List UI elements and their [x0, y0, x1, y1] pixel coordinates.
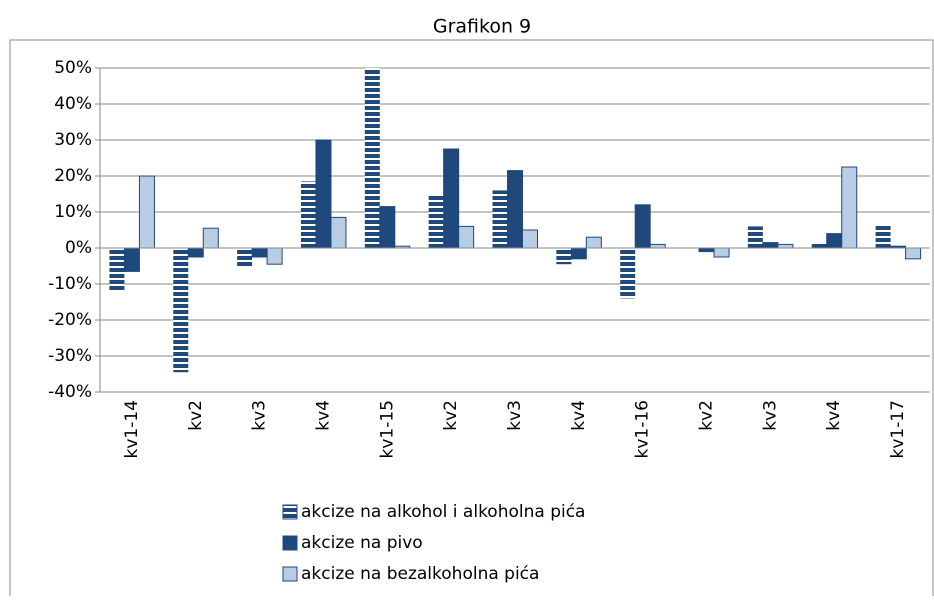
x-tick-label: kv3 — [760, 400, 780, 431]
bar — [109, 248, 125, 292]
x-tick-label: kv1-16 — [633, 400, 653, 459]
bar — [492, 190, 508, 248]
bar — [649, 243, 666, 249]
y-tick-label: -40% — [48, 382, 92, 402]
bar — [202, 227, 219, 249]
bar — [570, 247, 587, 260]
x-tick-label: kv2 — [186, 400, 206, 431]
x-tick-label: kv3 — [505, 400, 525, 431]
legend-label: akcize na pivo — [301, 533, 423, 553]
bar — [556, 248, 572, 265]
y-tick-label: 0% — [65, 238, 92, 258]
legend-label: akcize na bezalkoholna pića — [301, 564, 539, 584]
bar — [458, 225, 475, 249]
x-tick-label: kv4 — [313, 400, 333, 431]
bar — [875, 224, 891, 248]
y-tick-label: -20% — [48, 310, 92, 330]
y-tick-label: -30% — [48, 346, 92, 366]
x-tick-label: kv1-15 — [377, 400, 397, 459]
x-tick-label: kv2 — [441, 400, 461, 431]
y-tick-label: -10% — [48, 274, 92, 294]
bar — [428, 194, 444, 248]
legend-swatch — [282, 504, 298, 520]
bar — [747, 226, 763, 248]
bar — [522, 229, 538, 249]
bar — [698, 247, 715, 253]
bar — [123, 247, 140, 272]
bar — [300, 181, 316, 248]
bar — [187, 247, 204, 258]
bar — [379, 206, 396, 249]
bar — [585, 236, 602, 249]
bar — [762, 242, 779, 249]
legend-label: akcize na alkohol i alkoholna pića — [301, 502, 585, 522]
bar — [905, 247, 922, 260]
bar — [364, 68, 380, 248]
bar — [330, 216, 347, 249]
bar — [266, 247, 283, 265]
bar — [684, 248, 700, 250]
bar — [777, 243, 794, 249]
bar — [237, 248, 253, 268]
y-tick-label: 30% — [54, 130, 92, 150]
x-tick-label: kv1-14 — [122, 400, 142, 459]
bar — [841, 166, 858, 249]
x-tick-label: kv4 — [569, 400, 589, 431]
bar — [315, 139, 332, 249]
y-tick-label: 10% — [54, 202, 92, 222]
bar — [173, 248, 189, 373]
y-tick-label: 50% — [54, 58, 92, 78]
x-tick-label: kv4 — [824, 400, 844, 431]
x-tick-label: kv3 — [250, 400, 270, 431]
legend-swatch — [282, 535, 298, 551]
x-tick-label: kv1-17 — [888, 400, 908, 459]
bar — [620, 248, 636, 299]
y-tick-label: 20% — [54, 166, 92, 186]
bar — [251, 247, 268, 258]
y-tick-label: 40% — [54, 94, 92, 114]
bar — [138, 175, 155, 249]
bar — [443, 148, 460, 249]
bar — [634, 204, 651, 249]
bar — [811, 242, 827, 248]
x-tick-label: kv2 — [697, 400, 717, 431]
bar — [826, 233, 843, 249]
legend-swatch — [282, 566, 298, 582]
bar — [713, 247, 730, 258]
bar — [507, 170, 523, 249]
chart-title: Grafikon 9 — [433, 16, 531, 38]
